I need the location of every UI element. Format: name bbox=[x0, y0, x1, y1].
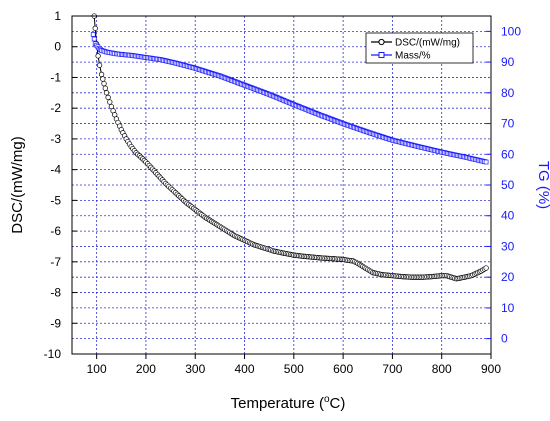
series-layer bbox=[90, 13, 489, 282]
axes: 10-1-2-3-4-5-6-7-8-9-1010090807060504030… bbox=[44, 9, 522, 376]
x-tick-label: 200 bbox=[136, 362, 156, 376]
y1-axis-title: DSC/(mW/mg) bbox=[9, 136, 26, 234]
dsc-point bbox=[101, 80, 107, 87]
y2-tick-label: 0 bbox=[501, 332, 508, 346]
y2-tick-label: 80 bbox=[501, 86, 515, 100]
legend: DSC/(mW/mg) Mass/% bbox=[365, 32, 474, 64]
y2-tick-label: 20 bbox=[501, 270, 515, 284]
y1-tick-label: -2 bbox=[50, 101, 61, 115]
x-tick-label: 700 bbox=[382, 362, 402, 376]
legend-mass-label: Mass/% bbox=[395, 51, 431, 62]
y2-tick-label: 70 bbox=[501, 117, 515, 131]
y2-tick-label: 50 bbox=[501, 178, 515, 192]
legend-mass-marker bbox=[378, 52, 385, 58]
y1-tick-label: -6 bbox=[50, 224, 61, 238]
y1-tick-label: 1 bbox=[54, 9, 61, 23]
y2-tick-label: 90 bbox=[501, 55, 515, 69]
y1-tick-label: -5 bbox=[50, 193, 61, 207]
dsc-point bbox=[107, 99, 113, 105]
y1-tick-label: -1 bbox=[50, 70, 61, 84]
y2-tick-label: 10 bbox=[501, 301, 515, 315]
x-tick-label: 900 bbox=[481, 362, 501, 376]
x-axis-title: Temperature (oC) bbox=[231, 394, 346, 412]
mass-point bbox=[91, 36, 97, 42]
y2-axis-title: TG (%) bbox=[535, 161, 550, 209]
y1-tick-label: -10 bbox=[44, 347, 62, 361]
mass-point bbox=[90, 32, 96, 37]
y1-tick-label: -4 bbox=[50, 163, 61, 177]
x-tick-label: 800 bbox=[432, 362, 452, 376]
x-tick-label: 300 bbox=[185, 362, 205, 376]
y2-tick-label: 40 bbox=[501, 209, 515, 223]
x-axis-title-degree: o bbox=[324, 394, 330, 405]
y2-tick-label: 100 bbox=[501, 24, 521, 38]
x-axis-title-main: Temperature ( bbox=[231, 395, 324, 412]
dsc-point bbox=[92, 25, 98, 31]
x-tick-label: 600 bbox=[333, 362, 353, 376]
dsc-point bbox=[98, 71, 105, 78]
y2-tick-label: 60 bbox=[501, 147, 515, 161]
dsc-point bbox=[102, 85, 108, 91]
dsc-point bbox=[103, 90, 110, 96]
y2-tick-label: 30 bbox=[501, 239, 515, 253]
dsc-point bbox=[95, 53, 101, 59]
y1-tick-label: -7 bbox=[50, 255, 61, 269]
y1-tick-label: -8 bbox=[50, 286, 61, 300]
y1-tick-label: -3 bbox=[50, 132, 61, 146]
y1-tick-label: -9 bbox=[50, 316, 61, 330]
x-tick-label: 400 bbox=[235, 362, 255, 376]
x-tick-label: 100 bbox=[87, 362, 107, 376]
grid-lines bbox=[72, 16, 491, 354]
legend-dsc-marker bbox=[378, 38, 385, 46]
dsc-point bbox=[100, 76, 106, 82]
dsc-point bbox=[105, 94, 111, 101]
x-tick-label: 500 bbox=[284, 362, 304, 376]
y1-tick-label: 0 bbox=[54, 40, 61, 54]
dsc-point bbox=[96, 62, 103, 68]
mass-point bbox=[483, 159, 489, 165]
legend-dsc-label: DSC/(mW/mg) bbox=[395, 38, 460, 49]
dsc-point bbox=[483, 265, 489, 271]
x-axis-title-unit: C) bbox=[330, 395, 346, 412]
